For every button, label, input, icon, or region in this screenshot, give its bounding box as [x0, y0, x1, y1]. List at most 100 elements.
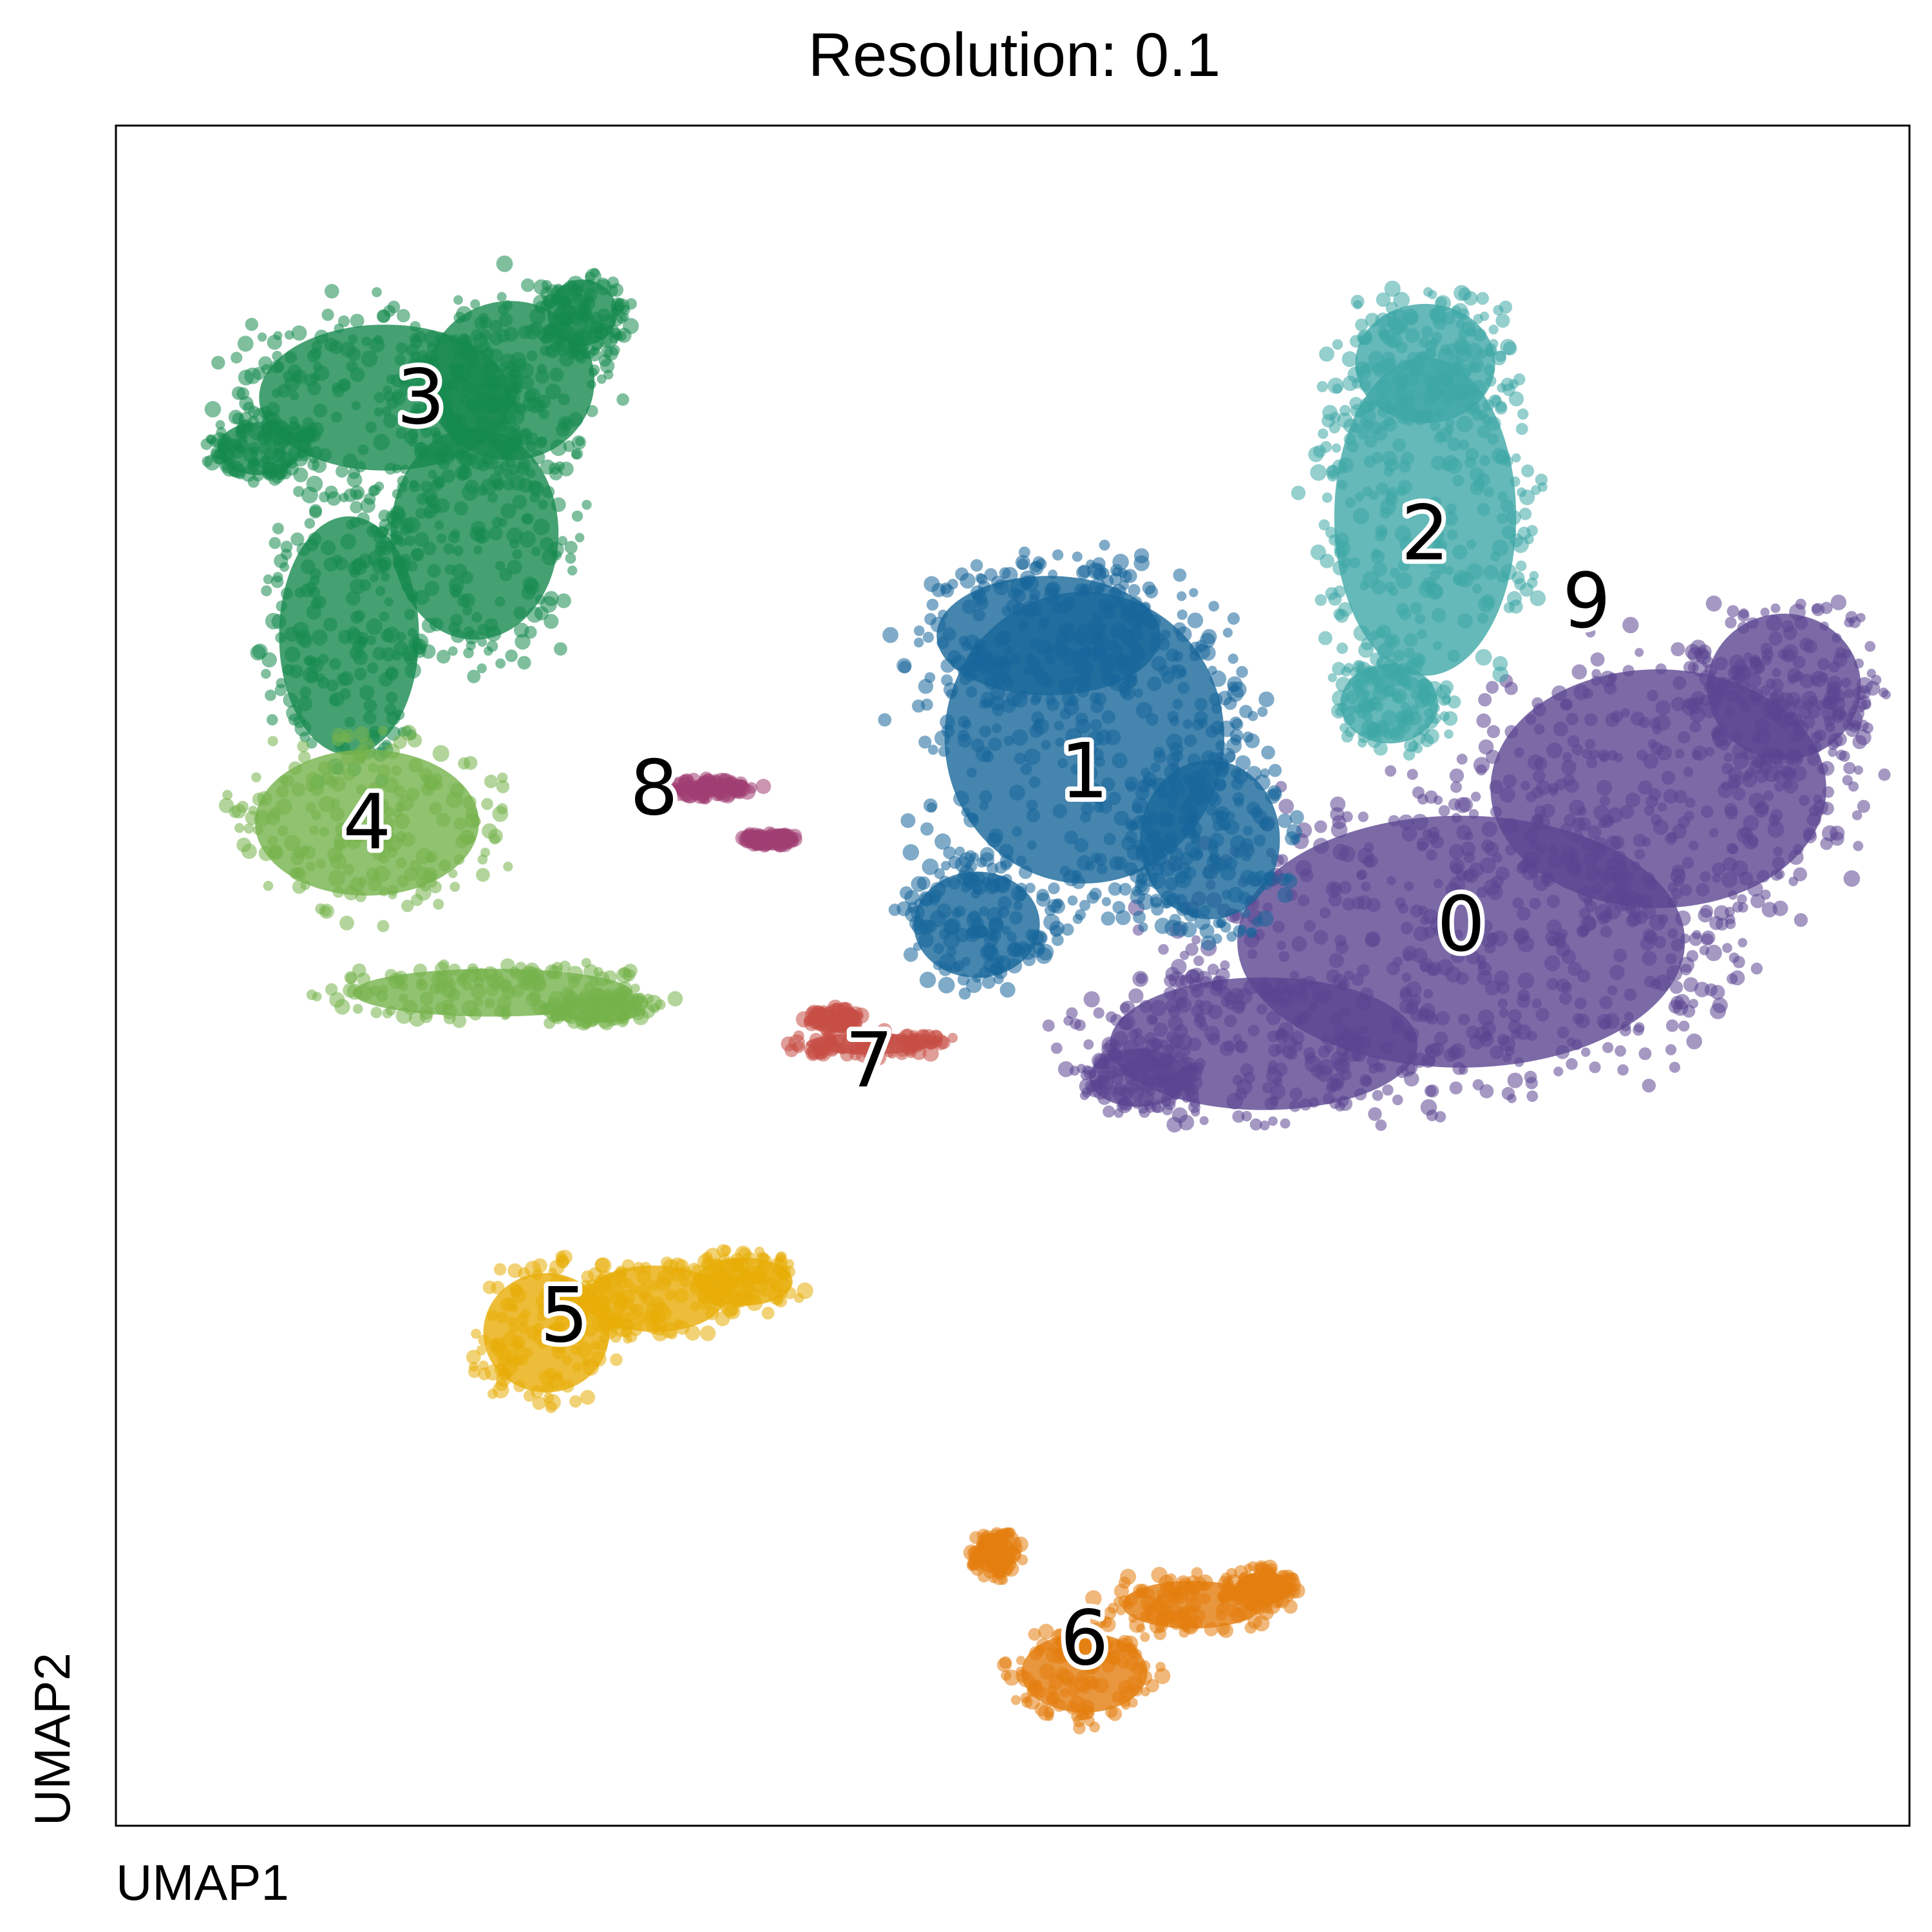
cluster-0-point	[1343, 971, 1354, 981]
cluster-0-point	[1821, 706, 1837, 722]
cluster-1-point	[1070, 764, 1081, 775]
cluster-1-point	[1078, 585, 1090, 598]
cluster-3-point	[414, 532, 430, 547]
cluster-3-point	[453, 501, 468, 516]
cluster-0-point	[1164, 987, 1177, 1000]
cluster-0-point	[1330, 796, 1346, 812]
cluster-1-point	[1016, 855, 1027, 866]
cluster-6-point	[1226, 1591, 1235, 1602]
cluster-4-point	[447, 988, 460, 1001]
cluster-0-point	[1412, 813, 1428, 831]
cluster-2-point	[1478, 596, 1495, 612]
cluster-3-point	[397, 308, 410, 323]
cluster-0-point	[1459, 1065, 1468, 1075]
cluster-1-point	[959, 865, 974, 880]
cluster-6-point	[1253, 1615, 1270, 1632]
cluster-4-point	[234, 823, 245, 833]
cluster-2-point	[1497, 571, 1508, 583]
cluster-0-point	[1843, 870, 1861, 887]
cluster-2-point	[1376, 658, 1387, 669]
cluster-1-point	[938, 746, 950, 757]
cluster-0-point	[1050, 1042, 1063, 1054]
cluster-1-point	[1084, 860, 1095, 871]
cluster-0-point	[1689, 999, 1699, 1009]
cluster-0-point	[1545, 931, 1560, 946]
cluster-0-point	[1669, 980, 1683, 994]
cluster-5-point	[482, 1280, 497, 1294]
cluster-3-point	[357, 444, 369, 455]
cluster-4-point	[453, 817, 467, 830]
cluster-1-point	[1170, 860, 1181, 871]
cluster-3-point	[276, 677, 287, 688]
cluster-5-point	[594, 1276, 611, 1293]
cluster-3-point	[567, 565, 578, 576]
cluster-2-point	[1434, 408, 1443, 419]
cluster-1-point	[1015, 554, 1030, 570]
cluster-2-point	[1535, 473, 1548, 486]
cluster-1-point	[1218, 720, 1235, 737]
cluster-3-point	[247, 476, 260, 488]
cluster-3-point	[558, 461, 574, 477]
cluster-0-point	[1819, 621, 1829, 631]
cluster-0-point	[1505, 844, 1517, 856]
cluster-3-point	[204, 401, 222, 418]
cluster-2-point	[1519, 489, 1535, 506]
cluster-1-point	[1023, 666, 1034, 676]
cluster-0-point	[1437, 959, 1454, 976]
cluster-2-point	[1368, 421, 1382, 435]
cluster-1-point	[1013, 901, 1023, 911]
cluster-4-point	[419, 768, 433, 781]
cluster-0-point	[1700, 871, 1711, 883]
cluster-0-point	[1546, 919, 1562, 935]
cluster-3-point	[553, 324, 566, 338]
cluster-0-point	[1112, 1063, 1127, 1077]
cluster-2-point	[1441, 460, 1452, 471]
cluster-0-point	[1555, 1045, 1570, 1059]
cluster-1-point	[1220, 864, 1236, 881]
cluster-0-point	[1526, 791, 1537, 802]
cluster-2-point	[1360, 668, 1376, 683]
cluster-1-point	[1181, 823, 1197, 839]
cluster-3-point	[471, 612, 482, 623]
cluster-0-point	[1721, 871, 1738, 888]
cluster-0-point	[1291, 936, 1307, 952]
cluster-0-point	[1738, 938, 1748, 948]
cluster-0-point	[1732, 787, 1746, 801]
cluster-4-point	[619, 967, 630, 979]
cluster-1-point	[1277, 887, 1293, 904]
cluster-0-point	[1269, 1095, 1279, 1106]
cluster-0-point	[1139, 999, 1153, 1013]
cluster-0-point	[1359, 1074, 1372, 1086]
cluster-1-point	[1063, 596, 1075, 609]
cluster-0-point	[1573, 684, 1589, 701]
cluster-0-point	[1530, 815, 1544, 828]
cluster-1-point	[1124, 862, 1138, 876]
cluster-1-point	[923, 576, 940, 592]
cluster-0-point	[1742, 772, 1757, 788]
cluster-3-point	[495, 658, 506, 669]
cluster-0-point	[1826, 676, 1842, 691]
cluster-1-point	[904, 890, 920, 905]
cluster-2-point	[1396, 671, 1410, 686]
cluster-2-point	[1376, 379, 1392, 396]
cluster-6-point	[999, 1656, 1012, 1669]
cluster-0-point	[1455, 972, 1469, 985]
cluster-3-point	[497, 362, 507, 372]
cluster-3-point	[270, 575, 284, 589]
cluster-3-point	[312, 361, 323, 372]
cluster-3-point	[331, 412, 343, 423]
cluster-4-point	[312, 992, 322, 1001]
cluster-1-point	[980, 852, 994, 867]
cluster-1-point	[989, 916, 1004, 932]
cluster-0-point	[1586, 757, 1598, 769]
cluster-0-point	[1564, 779, 1579, 793]
cluster-1-point	[1215, 806, 1230, 821]
cluster-5-point	[770, 1280, 783, 1293]
cluster-0-point	[1419, 961, 1430, 972]
cluster-0-point	[1644, 805, 1654, 816]
cluster-1-point	[1025, 653, 1037, 665]
cluster-3-point	[310, 597, 323, 609]
cluster-0-point	[1871, 674, 1882, 685]
cluster-2-point	[1392, 438, 1406, 452]
cluster-4-point	[376, 990, 388, 1002]
